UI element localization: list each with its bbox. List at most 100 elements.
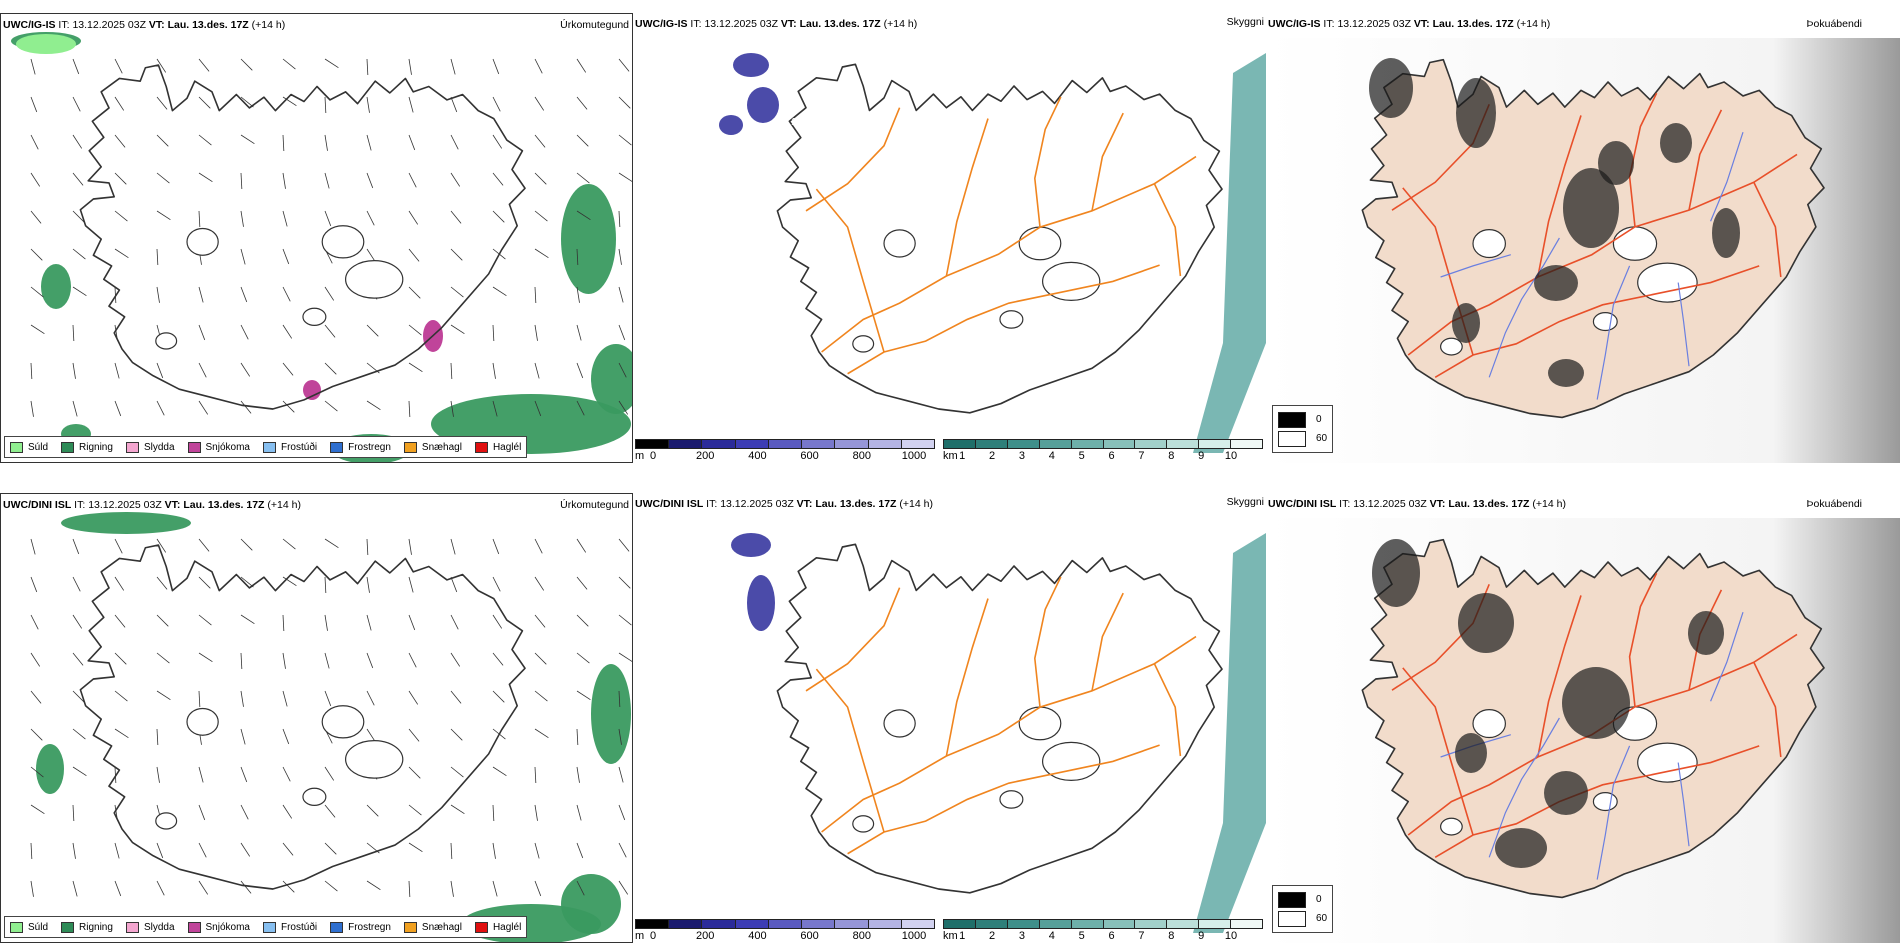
- colorbar-bin: [944, 920, 976, 928]
- fog-panel-top: UWC/IG-IS IT: 13.12.2025 03Z VT: Lau. 13…: [1266, 13, 1900, 463]
- legend-item: Frostregn: [330, 921, 391, 933]
- glacier-outline: [1041, 741, 1101, 782]
- low-ceiling-area: [731, 533, 771, 557]
- glacier-outline: [302, 787, 327, 807]
- wind-barb: [30, 842, 33, 859]
- panel-header: UWC/DINI ISL IT: 13.12.2025 03Z VT: Lau.…: [1268, 498, 1566, 510]
- wind-barb: [534, 804, 538, 821]
- panel-title: Þokuábendi: [1806, 18, 1862, 30]
- wind-barb: [114, 652, 127, 665]
- colorbar-tick-label: 1000: [901, 930, 927, 942]
- river-line: [1677, 762, 1690, 847]
- colorbar-bin: [1071, 440, 1104, 448]
- glacier-outline: [1018, 226, 1062, 261]
- colorbar-bin: [944, 440, 976, 448]
- wind-barb: [72, 880, 78, 897]
- road-line: [1434, 265, 1760, 379]
- wind-barb: [156, 614, 169, 627]
- wind-barb: [534, 842, 540, 859]
- legend-label: Slydda: [143, 921, 175, 933]
- fog-legend-label: 0: [1316, 414, 1322, 425]
- colorbar-scale: [635, 439, 935, 449]
- wind-barb: [72, 576, 81, 592]
- legend-label: Frostúði: [280, 921, 318, 933]
- wind-barb: [156, 690, 171, 701]
- colorbar-tick-label: 7: [1138, 930, 1145, 942]
- rain-area: [61, 512, 191, 534]
- wind-barb: [576, 880, 585, 896]
- legend-item: Haglél: [474, 921, 521, 933]
- fog-legend-swatch: [1278, 910, 1306, 927]
- colorbar-bin: [901, 440, 934, 448]
- legend-item: Haglél: [474, 441, 521, 453]
- wind-barb: [450, 766, 464, 778]
- wind-barb: [114, 842, 120, 859]
- wind-barb: [282, 58, 296, 70]
- wind-barb: [492, 400, 498, 417]
- glacier-outline: [186, 707, 219, 736]
- wind-barb: [72, 96, 81, 112]
- wind-barb: [198, 614, 212, 626]
- wind-barb: [450, 210, 462, 224]
- colorbar-bin: [1199, 440, 1232, 448]
- colorbar-tick-label: 9: [1198, 450, 1205, 462]
- wind-barb: [324, 766, 335, 781]
- wind-barb: [618, 400, 629, 415]
- wind-barb: [282, 766, 291, 782]
- wind-barb: [534, 96, 545, 111]
- fog-legend-row: 60: [1278, 909, 1327, 928]
- glacier-outline: [344, 739, 404, 779]
- river-line: [1596, 745, 1631, 880]
- wind-barb: [156, 248, 159, 265]
- colorbar-bin: [768, 440, 803, 448]
- glacier-outline: [302, 307, 327, 327]
- wind-barb: [114, 362, 120, 379]
- fog-legend: 0 60: [1272, 405, 1334, 453]
- wind-barb: [114, 614, 126, 628]
- wind-barb: [72, 804, 75, 821]
- river-line: [1677, 282, 1690, 367]
- rain-area: [561, 184, 616, 294]
- legend-swatch: [403, 921, 417, 933]
- wind-barb: [240, 58, 253, 71]
- colorbar-tick-label: 10: [1224, 450, 1238, 462]
- fog-legend-row: 0: [1278, 890, 1327, 909]
- fog-index-patch: [1548, 359, 1584, 387]
- wind-barb: [72, 842, 76, 859]
- wind-barb: [492, 172, 504, 186]
- wind-barb: [240, 728, 246, 745]
- coastline: [776, 543, 1223, 894]
- visibility-panel-bottom: 56 188 UWC/DINI ISL IT: 13.12.2025 03Z VT…: [633, 493, 1266, 943]
- colorbar-tick-label: 10: [1224, 930, 1238, 942]
- wind-barb: [156, 842, 164, 859]
- glacier-outline: [321, 705, 365, 739]
- glacier-outline: [852, 815, 875, 833]
- wind-barb: [450, 58, 456, 75]
- panel-header: UWC/IG-IS IT: 13.12.2025 03Z VT: Lau. 13…: [1268, 18, 1551, 30]
- glacier-outline: [883, 229, 916, 258]
- wind-barb: [408, 652, 417, 668]
- wind-barb: [366, 400, 381, 411]
- colorbar-tick-label: 1: [959, 930, 966, 942]
- colorbar-unit: km: [943, 930, 958, 942]
- wind-barb: [30, 362, 33, 379]
- visibility-colorbar: km 1 2 3 4 5 6 7 8 9 10: [943, 919, 1263, 943]
- colorbar-bin: [1135, 920, 1168, 928]
- wind-barb: [324, 134, 328, 151]
- road-line: [1753, 661, 1782, 758]
- wind-barb: [576, 286, 580, 303]
- fog-legend-swatch: [1278, 411, 1306, 428]
- river-line: [1440, 254, 1511, 278]
- colorbar-bin: [868, 920, 902, 928]
- wind-barb: [156, 134, 169, 147]
- low-ceiling-area: [747, 87, 779, 123]
- wind-barb: [72, 134, 83, 149]
- colorbar-bin: [835, 920, 869, 928]
- colorbar-bin: [636, 920, 670, 928]
- wind-barb: [408, 690, 419, 705]
- wind-barb: [282, 400, 295, 413]
- wind-barb: [618, 134, 632, 146]
- wind-barb: [492, 614, 503, 629]
- wind-barb: [408, 614, 416, 631]
- wind-barb: [492, 766, 507, 777]
